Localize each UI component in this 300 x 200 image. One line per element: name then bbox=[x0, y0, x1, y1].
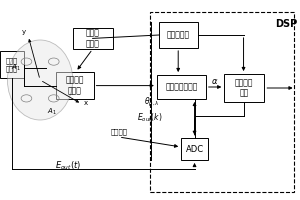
Text: $E_{out}(k)$: $E_{out}(k)$ bbox=[137, 111, 163, 123]
Bar bbox=[181, 138, 208, 160]
Bar bbox=[224, 74, 264, 102]
Bar bbox=[159, 22, 197, 48]
Text: x: x bbox=[84, 100, 88, 106]
Bar bbox=[150, 12, 294, 192]
Text: $\alpha$: $\alpha$ bbox=[211, 77, 218, 86]
Text: $\theta_{p,\lambda}$: $\theta_{p,\lambda}$ bbox=[144, 96, 159, 109]
Text: 滤波和
放大器: 滤波和 放大器 bbox=[6, 57, 18, 72]
Text: 求解初始相位角: 求解初始相位角 bbox=[165, 83, 197, 92]
Bar bbox=[157, 75, 206, 99]
Bar bbox=[56, 72, 94, 99]
Text: 光栅角
编码器: 光栅角 编码器 bbox=[86, 29, 100, 48]
Text: $A_1$: $A_1$ bbox=[47, 107, 57, 117]
Text: $E_{out}(t)$: $E_{out}(t)$ bbox=[55, 160, 81, 172]
Ellipse shape bbox=[8, 40, 73, 120]
Text: DSP: DSP bbox=[275, 19, 298, 29]
Text: 角度信息
转换器: 角度信息 转换器 bbox=[66, 76, 84, 95]
Text: $A_1$: $A_1$ bbox=[11, 63, 21, 73]
Text: y: y bbox=[22, 29, 26, 35]
Bar bbox=[0, 51, 24, 78]
Text: 同步脉冲: 同步脉冲 bbox=[110, 128, 127, 135]
Bar bbox=[73, 28, 113, 49]
Text: 参考信号源: 参考信号源 bbox=[167, 30, 190, 40]
Text: 重力梯度
解调: 重力梯度 解调 bbox=[235, 78, 254, 98]
Text: ADC: ADC bbox=[185, 144, 204, 154]
